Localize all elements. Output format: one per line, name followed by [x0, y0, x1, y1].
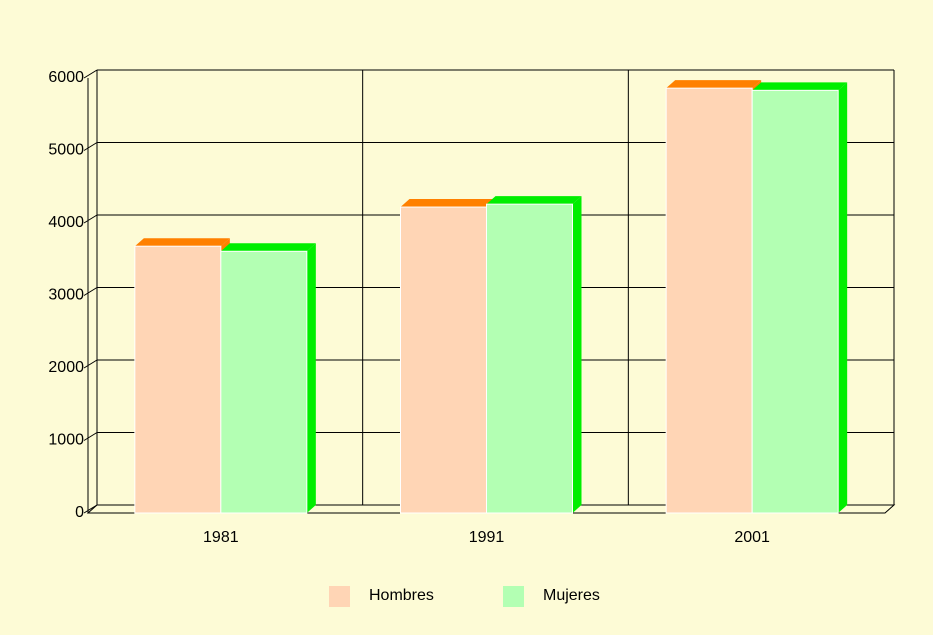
bar — [220, 250, 308, 514]
bar — [751, 89, 839, 514]
bar — [665, 87, 753, 514]
y-tick-label: 0 — [75, 504, 84, 521]
bar-top — [666, 80, 762, 89]
bar — [400, 206, 487, 514]
bar-top — [400, 199, 496, 208]
bar-side — [572, 196, 582, 513]
bar-top — [134, 238, 230, 247]
tick-mark — [83, 504, 98, 514]
legend-swatch — [329, 586, 350, 607]
tick-mark — [83, 287, 98, 296]
legend-label: Hombres — [369, 587, 434, 604]
tick-mark — [83, 69, 98, 79]
bar — [486, 203, 573, 514]
x-tick-label: 1991 — [469, 529, 505, 546]
bar-top — [752, 82, 848, 91]
tick-mark — [83, 142, 98, 151]
x-tick-label: 1981 — [203, 529, 239, 546]
tick-mark — [83, 432, 98, 441]
tick-mark — [83, 359, 98, 369]
bar — [134, 245, 222, 514]
y-tick-label: 2000 — [48, 359, 84, 376]
y-tick-label: 4000 — [48, 214, 84, 231]
tick-mark — [83, 214, 98, 224]
legend-label: Mujeres — [543, 587, 600, 604]
bar-top — [220, 243, 316, 252]
legend-swatch — [503, 586, 524, 607]
bar-side — [306, 243, 316, 513]
y-tick-label: 3000 — [48, 287, 84, 304]
x-tick-label: 2001 — [734, 529, 770, 546]
bar-top — [486, 196, 582, 205]
y-tick-label: 5000 — [48, 142, 84, 159]
y-tick-label: 6000 — [48, 69, 84, 86]
bar-side — [838, 82, 848, 513]
y-tick-label: 1000 — [48, 432, 84, 449]
